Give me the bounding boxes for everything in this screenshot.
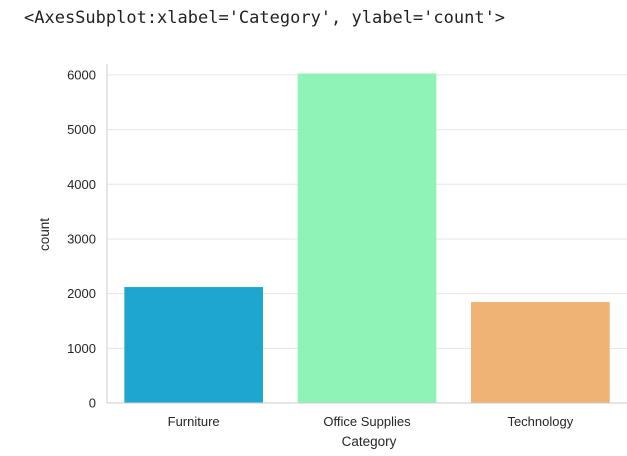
y-tick-label: 2000: [67, 286, 96, 301]
x-tick-label: Furniture: [168, 414, 220, 429]
bar-office-supplies: [297, 73, 437, 404]
x-axis-label: Category: [342, 434, 397, 449]
bars: [124, 73, 610, 404]
y-tick-labels: 0 1000 2000 3000 4000 5000 6000: [67, 67, 96, 410]
y-axis-label: count: [37, 218, 52, 251]
x-tick-label: Technology: [507, 414, 573, 429]
bar-furniture: [124, 287, 263, 403]
y-tick-label: 5000: [67, 122, 96, 137]
y-tick-label: 0: [89, 396, 96, 411]
x-tick-labels: Furniture Office Supplies Technology: [168, 414, 574, 429]
bar-technology: [471, 302, 610, 403]
y-tick-label: 6000: [67, 67, 96, 82]
x-tick-label: Office Supplies: [323, 414, 411, 429]
y-tick-label: 1000: [67, 341, 96, 356]
y-tick-label: 3000: [67, 231, 96, 246]
y-tick-label: 4000: [67, 177, 96, 192]
axes-repr-text: <AxesSubplot:xlabel='Category', ylabel='…: [24, 8, 506, 28]
